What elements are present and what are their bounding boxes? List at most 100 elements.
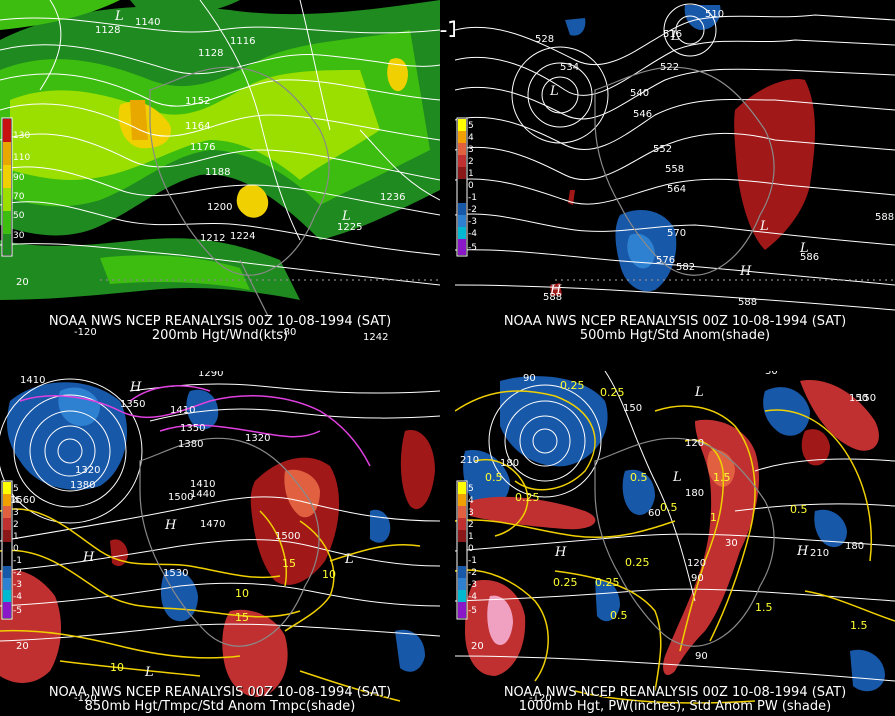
caption-line1: NOAA NWS NCEP REANALYSIS 00Z 10-08-1994 … [503, 685, 847, 700]
svg-text:0: 0 [13, 544, 19, 554]
svg-text:15: 15 [282, 557, 296, 570]
svg-text:1.5: 1.5 [850, 619, 868, 632]
caption-line1: NOAA NWS NCEP REANALYSIS 00Z 10-08-1994 … [48, 314, 392, 329]
legend-label: 50 [13, 211, 25, 221]
svg-text:L: L [694, 385, 704, 400]
svg-text:1350: 1350 [180, 423, 205, 434]
svg-text:120: 120 [687, 558, 706, 569]
svg-text:1: 1 [468, 532, 474, 542]
svg-text:1320: 1320 [75, 465, 100, 476]
panel-500mb-height-anomaly: 5 4 3 2 1 0 -1 -2 -3 -4 -5 510 516 528 5… [455, 0, 895, 345]
legend-label: 70 [13, 192, 25, 202]
svg-text:-120: -120 [74, 327, 97, 338]
svg-text:-2: -2 [468, 568, 477, 578]
svg-text:-3: -3 [468, 580, 477, 590]
svg-text:L: L [799, 241, 809, 256]
panel-1000mb-height-pw-anomaly: 5 4 3 2 1 0 -1 -2 -3 -4 -5 30 150 90 210… [455, 371, 895, 716]
svg-text:-4: -4 [13, 592, 22, 602]
svg-text:210: 210 [810, 548, 829, 559]
svg-text:L: L [344, 552, 354, 567]
svg-text:0.25: 0.25 [515, 491, 540, 504]
svg-text:H: H [82, 550, 95, 565]
svg-text:-1: -1 [13, 556, 22, 566]
svg-text:H: H [739, 264, 752, 279]
svg-text:0.25: 0.25 [600, 386, 625, 399]
svg-text:0.5: 0.5 [630, 471, 648, 484]
svg-text:582: 582 [676, 262, 695, 273]
svg-text:1470: 1470 [200, 519, 225, 530]
svg-text:L: L [672, 470, 682, 485]
svg-text:1: 1 [13, 532, 19, 542]
svg-text:150: 150 [849, 393, 868, 404]
svg-text:180: 180 [845, 541, 864, 552]
caption-line2: 1000mb Hgt, PW(inches), Std Anom PW (sha… [518, 699, 832, 714]
svg-text:H: H [549, 283, 562, 298]
svg-text:-5: -5 [468, 243, 477, 253]
svg-text:1236: 1236 [380, 192, 405, 203]
svg-text:1410: 1410 [170, 405, 195, 416]
svg-text:20: 20 [16, 641, 29, 652]
caption-line1: NOAA NWS NCEP REANALYSIS 00Z 10-08-1994 … [48, 685, 392, 700]
svg-text:L: L [341, 209, 351, 224]
contour-labels-1000mb: 30 150 90 210 180 120 150 180 90 120 60 … [460, 371, 876, 704]
svg-text:30: 30 [765, 371, 778, 377]
svg-text:576: 576 [656, 255, 675, 266]
svg-text:10: 10 [322, 568, 336, 581]
svg-text:1350: 1350 [120, 399, 145, 410]
svg-text:H: H [164, 518, 177, 533]
svg-text:1.5: 1.5 [713, 471, 731, 484]
svg-text:180: 180 [685, 488, 704, 499]
svg-text:20: 20 [16, 277, 29, 288]
legend-label: 110 [13, 153, 30, 163]
svg-text:570: 570 [667, 228, 686, 239]
svg-text:L: L [549, 84, 559, 99]
svg-text:1188: 1188 [205, 167, 230, 178]
svg-text:564: 564 [667, 184, 686, 195]
svg-text:4: 4 [468, 496, 474, 506]
svg-text:L: L [670, 29, 680, 44]
svg-text:180: 180 [500, 458, 519, 469]
svg-text:H: H [796, 544, 809, 559]
svg-text:588: 588 [738, 297, 757, 308]
svg-text:0.5: 0.5 [660, 501, 678, 514]
svg-text:90: 90 [691, 573, 704, 584]
svg-text:0.5: 0.5 [790, 503, 808, 516]
legend-label: 30 [13, 231, 25, 241]
svg-text:-2: -2 [13, 568, 22, 578]
svg-text:1152: 1152 [185, 96, 210, 107]
svg-text:2: 2 [13, 520, 19, 530]
svg-text:5: 5 [468, 484, 474, 494]
caption-line2: 500mb Hgt/Std Anom(shade) [579, 328, 771, 343]
svg-text:4: 4 [468, 133, 474, 143]
svg-text:1410: 1410 [190, 479, 215, 490]
svg-text:2: 2 [468, 157, 474, 167]
svg-text:1: 1 [468, 169, 474, 179]
svg-text:3: 3 [468, 145, 474, 155]
svg-text:5: 5 [13, 484, 19, 494]
svg-text:1530: 1530 [163, 568, 188, 579]
svg-text:534: 534 [560, 62, 579, 73]
svg-text:-1: -1 [468, 193, 477, 203]
svg-text:1128: 1128 [198, 48, 223, 59]
svg-text:1500: 1500 [275, 531, 300, 542]
svg-text:3: 3 [468, 508, 474, 518]
svg-text:-5: -5 [13, 606, 22, 616]
svg-text:L: L [759, 219, 769, 234]
svg-text:1140: 1140 [135, 17, 160, 28]
svg-text:540: 540 [630, 88, 649, 99]
legend-label: 130 [13, 131, 30, 141]
svg-text:1: 1 [710, 511, 717, 524]
svg-text:-80: -80 [280, 327, 296, 338]
svg-text:30: 30 [725, 538, 738, 549]
svg-text:516: 516 [663, 29, 682, 40]
svg-text:588: 588 [543, 292, 562, 303]
panel-200mb-height-wind: 130 110 90 70 50 30 1140 1128 1116 1128 … [0, 0, 440, 345]
svg-text:1290: 1290 [198, 371, 223, 379]
svg-text:-120: -120 [529, 693, 552, 704]
svg-text:-4: -4 [468, 229, 477, 239]
contour-labels-500mb: 510 516 528 534 522 540 546 552 558 564 … [535, 9, 894, 308]
svg-text:0.25: 0.25 [625, 556, 650, 569]
svg-text:552: 552 [653, 144, 672, 155]
svg-text:1410: 1410 [20, 375, 45, 386]
svg-text:10: 10 [235, 587, 249, 600]
